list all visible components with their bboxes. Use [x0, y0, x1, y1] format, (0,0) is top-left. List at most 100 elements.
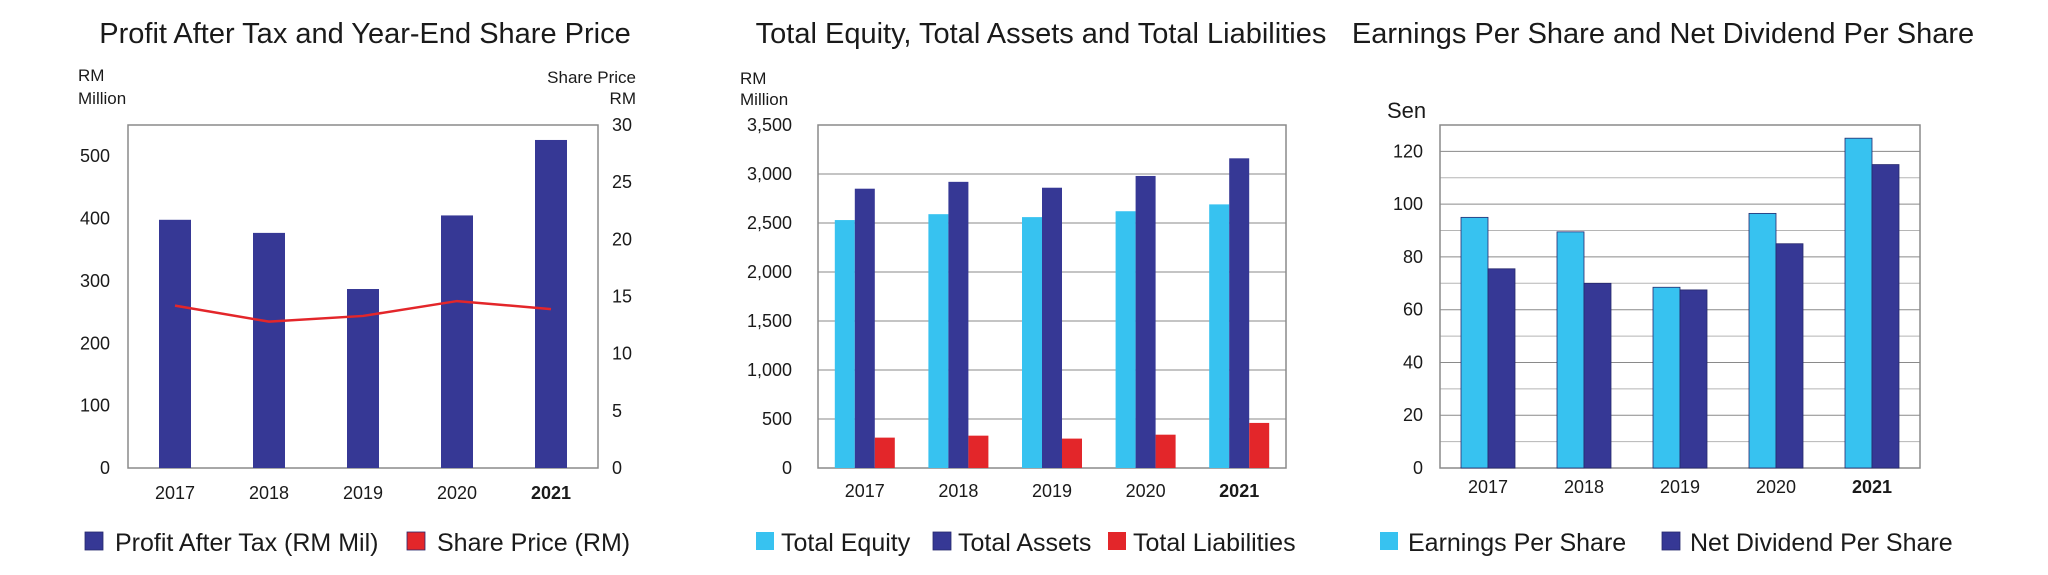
y2-tick-label: 30: [612, 115, 632, 135]
y-tick-label: 120: [1393, 141, 1423, 161]
x-tick-label: 2020: [437, 483, 477, 503]
y-axis-unit: Million: [740, 90, 788, 109]
bar-profit-after-tax-rm-mil: [347, 289, 379, 468]
bar-earnings-per-share: [1652, 286, 1681, 469]
chart-title: Profit After Tax and Year-End Share Pric…: [99, 18, 630, 50]
x-tick-label: 2018: [1564, 477, 1604, 497]
legend-label: Total Equity: [781, 529, 911, 557]
x-tick-label: 2020: [1126, 481, 1166, 501]
bar-total-liabilities: [1249, 422, 1270, 468]
y-tick-label: 0: [1413, 458, 1423, 478]
bar-total-assets: [948, 181, 969, 468]
x-tick-label: 2019: [1032, 481, 1072, 501]
legend-swatch: [406, 531, 426, 551]
x-tick-label: 2020: [1756, 477, 1796, 497]
y-tick-label: 100: [80, 396, 110, 416]
x-tick-label: 2018: [249, 483, 289, 503]
chart-1: Profit After Tax and Year-End Share Pric…: [78, 18, 636, 557]
bar-total-equity: [1115, 211, 1136, 469]
y-tick-label: 2,500: [747, 213, 792, 233]
bar-total-equity: [1022, 217, 1042, 468]
chart-2: Total Equity, Total Assets and Total Lia…: [740, 18, 1326, 557]
legend-label: Earnings Per Share: [1408, 529, 1626, 557]
bar-total-assets: [1135, 175, 1156, 468]
bar-total-equity: [1209, 204, 1230, 468]
legend-swatch: [1661, 531, 1681, 551]
legend-label: Net Dividend Per Share: [1690, 529, 1953, 557]
y-tick-label: 40: [1403, 352, 1423, 372]
y2-tick-label: 25: [612, 172, 632, 192]
y-tick-label: 500: [762, 409, 792, 429]
bar-total-liabilities: [1155, 434, 1176, 468]
y2-tick-label: 10: [612, 344, 632, 364]
bar-total-liabilities: [968, 435, 989, 468]
y2-tick-label: 20: [612, 229, 632, 249]
legend-swatch: [756, 532, 774, 550]
legend-swatch: [932, 531, 952, 551]
legend-swatch: [84, 531, 104, 551]
y-tick-label: 3,500: [747, 115, 792, 135]
bar-total-equity: [928, 214, 949, 468]
y-tick-label: 80: [1403, 247, 1423, 267]
bar-total-assets: [854, 188, 875, 468]
legend-label: Profit After Tax (RM Mil): [115, 529, 378, 557]
bar-total-equity: [834, 220, 855, 468]
x-tick-label: 2019: [343, 483, 383, 503]
bar-total-liabilities: [874, 437, 895, 468]
y2-tick-label: 5: [612, 401, 622, 421]
bar-total-assets: [1229, 158, 1250, 468]
x-tick-label: 2018: [938, 481, 978, 501]
bar-earnings-per-share: [1748, 212, 1777, 469]
bar-earnings-per-share: [1844, 137, 1873, 469]
legend-swatch: [1108, 532, 1126, 550]
y-tick-label: 20: [1403, 405, 1423, 425]
bar-earnings-per-share: [1556, 231, 1585, 469]
x-tick-label: 2019: [1660, 477, 1700, 497]
bar-net-dividend-per-share: [1487, 268, 1516, 469]
legend-label: Total Liabilities: [1133, 529, 1296, 557]
legend-label: Total Assets: [958, 529, 1091, 557]
x-tick-label: 2021: [1219, 481, 1259, 501]
y2-axis-unit: RM: [610, 89, 636, 108]
x-tick-label: 2017: [845, 481, 885, 501]
y2-axis-unit: Share Price: [547, 68, 636, 87]
chart-3: Earnings Per Share and Net Dividend Per …: [1352, 18, 1974, 557]
bar-earnings-per-share: [1460, 216, 1489, 469]
bar-net-dividend-per-share: [1583, 282, 1612, 469]
y-tick-label: 200: [80, 333, 110, 353]
chart-title: Earnings Per Share and Net Dividend Per …: [1352, 18, 1974, 50]
x-tick-label: 2021: [531, 483, 571, 503]
bar-profit-after-tax-rm-mil: [253, 232, 285, 468]
y-tick-label: 1,500: [747, 311, 792, 331]
bar-net-dividend-per-share: [1679, 289, 1708, 469]
bar-profit-after-tax-rm-mil: [441, 215, 473, 468]
y-axis-unit: Million: [78, 89, 126, 108]
bar-net-dividend-per-share: [1871, 164, 1900, 469]
bar-profit-after-tax-rm-mil: [535, 139, 567, 468]
y2-tick-label: 0: [612, 458, 622, 478]
y-tick-label: 0: [100, 458, 110, 478]
legend-label: Share Price (RM): [437, 529, 630, 557]
line-share-price: [174, 299, 552, 323]
legend-swatch: [1380, 532, 1398, 550]
bar-total-assets: [1042, 187, 1062, 468]
y-axis-unit: RM: [740, 69, 766, 88]
y-tick-label: 400: [80, 209, 110, 229]
y-tick-label: 300: [80, 271, 110, 291]
y-tick-label: 0: [782, 458, 792, 478]
y-tick-label: 3,000: [747, 164, 792, 184]
x-tick-label: 2017: [1468, 477, 1508, 497]
x-tick-label: 2021: [1852, 477, 1892, 497]
y-tick-label: 100: [1393, 194, 1423, 214]
y-axis-unit: RM: [78, 66, 104, 85]
bar-profit-after-tax-rm-mil: [159, 219, 191, 468]
y-tick-label: 1,000: [747, 360, 792, 380]
y-axis-unit: Sen: [1387, 98, 1426, 123]
y-tick-label: 60: [1403, 300, 1423, 320]
y-tick-label: 2,000: [747, 262, 792, 282]
chart-title: Total Equity, Total Assets and Total Lia…: [756, 18, 1327, 50]
y2-tick-label: 15: [612, 287, 632, 307]
x-tick-label: 2017: [155, 483, 195, 503]
bar-net-dividend-per-share: [1775, 243, 1804, 469]
